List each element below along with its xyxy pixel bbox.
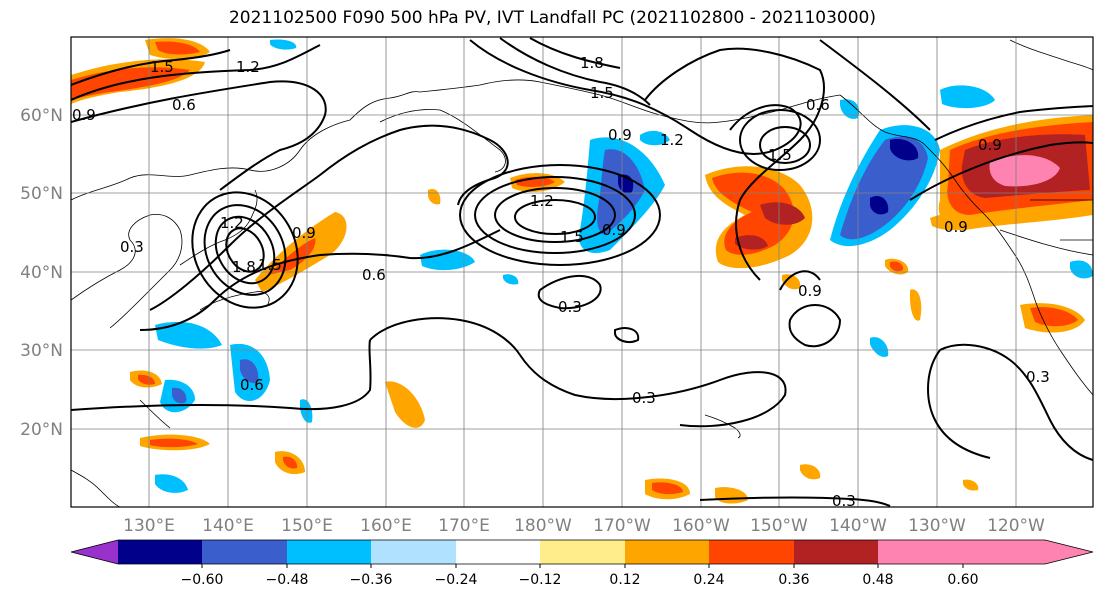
- lon-label: 130°E: [123, 516, 175, 536]
- lon-axis: 130°E 140°E 150°E 160°E 170°E 180°W 170°…: [123, 516, 1045, 536]
- contour-label: 0.3: [832, 492, 856, 510]
- contour-label: 0.9: [978, 136, 1002, 154]
- map-title: 2021102500 F090 500 hPa PV, IVT Landfall…: [228, 8, 876, 28]
- lon-label: 170°W: [593, 516, 651, 536]
- contour-label: 1.5: [768, 146, 792, 164]
- lat-axis: 60°N 50°N 40°N 30°N 20°N: [20, 106, 63, 440]
- contour-label: 0.9: [72, 106, 96, 124]
- lat-label: 30°N: [20, 341, 63, 361]
- lon-label: 140°W: [829, 516, 887, 536]
- lat-label: 50°N: [20, 184, 63, 204]
- colorbar-segment: [202, 540, 287, 564]
- colorbar: −0.60 −0.48 −0.36 −0.24 −0.12 0.12 0.24 …: [70, 539, 1094, 588]
- contour-label: 0.9: [798, 282, 822, 300]
- lon-label: 180°W: [514, 516, 572, 536]
- lon-label: 160°W: [672, 516, 730, 536]
- colorbar-tick-label: 0.48: [862, 572, 893, 588]
- contour-label: 0.6: [240, 376, 264, 394]
- pv-contours: [71, 37, 1093, 507]
- lon-label: 130°W: [908, 516, 966, 536]
- contour-label: 0.9: [608, 126, 632, 144]
- lon-label: 170°E: [438, 516, 490, 536]
- colorbar-tick-label: −0.36: [350, 572, 393, 588]
- contour-label: 1.2: [660, 131, 684, 149]
- colorbar-ticks: −0.60 −0.48 −0.36 −0.24 −0.12 0.12 0.24 …: [181, 564, 979, 588]
- colorbar-segment: [625, 540, 709, 564]
- lon-label: 140°E: [202, 516, 254, 536]
- contour-label: 0.9: [292, 224, 316, 242]
- contour-label: 0.9: [602, 221, 626, 239]
- contour-label: 1.2: [220, 214, 244, 232]
- colorbar-segment: [371, 540, 456, 564]
- contour-label: 1.5: [590, 84, 614, 102]
- contour-label: 1.5: [258, 256, 282, 274]
- contour-label: 1.2: [530, 192, 554, 210]
- contour-label: 0.6: [172, 96, 196, 114]
- lon-label: 150°E: [281, 516, 333, 536]
- map-frame: [70, 36, 1094, 508]
- colorbar-segment: [709, 540, 794, 564]
- contour-label: 1.5: [560, 228, 584, 246]
- contour-label: 1.5: [150, 58, 174, 76]
- contour-label: 0.9: [944, 218, 968, 236]
- colorbar-segment: [540, 540, 625, 564]
- colorbar-tick-label: −0.12: [519, 572, 562, 588]
- lon-label: 160°E: [360, 516, 412, 536]
- map-panel: 1.5 1.2 0.9 0.6 0.9 1.8 1.5 1.2 0.9 0.6 …: [71, 37, 1093, 510]
- lon-label: 150°W: [750, 516, 808, 536]
- colorbar-segment: [287, 540, 371, 564]
- colorbar-segment: [456, 540, 540, 564]
- contour-label: 0.3: [558, 298, 582, 316]
- colorbar-segment: [794, 540, 878, 564]
- colorbar-tick-label: −0.48: [266, 572, 309, 588]
- lon-label: 120°W: [987, 516, 1045, 536]
- colorbar-tick-label: 0.60: [947, 572, 978, 588]
- colorbar-tick-label: −0.24: [435, 572, 478, 588]
- contour-label-group: 1.5 1.2 0.9 0.6 0.9 1.8 1.5 1.2 0.9 0.6 …: [72, 54, 1050, 510]
- colorbar-extend-max: [963, 540, 1093, 564]
- coastlines: [71, 39, 1093, 507]
- lat-label: 20°N: [20, 420, 63, 440]
- colorbar-tick-label: −0.60: [181, 572, 224, 588]
- colorbar-tick-label: 0.36: [778, 572, 809, 588]
- colorbar-tick-label: 0.12: [609, 572, 640, 588]
- contour-label: 0.6: [362, 266, 386, 284]
- lat-label: 40°N: [20, 263, 63, 283]
- contour-label: 1.8: [580, 54, 604, 72]
- contour-label: 1.2: [236, 58, 260, 76]
- contour-label: 0.3: [632, 389, 656, 407]
- contour-label: 0.6: [806, 96, 830, 114]
- contour-label: 0.3: [120, 238, 144, 256]
- lat-label: 60°N: [20, 106, 63, 126]
- colorbar-tick-label: 0.24: [693, 572, 724, 588]
- colorbar-segment: [118, 540, 202, 564]
- contour-label: 1.8: [232, 258, 256, 276]
- contour-label: 0.3: [1026, 368, 1050, 386]
- colorbar-segment: [878, 540, 963, 564]
- colorbar-extend-min: [71, 540, 118, 564]
